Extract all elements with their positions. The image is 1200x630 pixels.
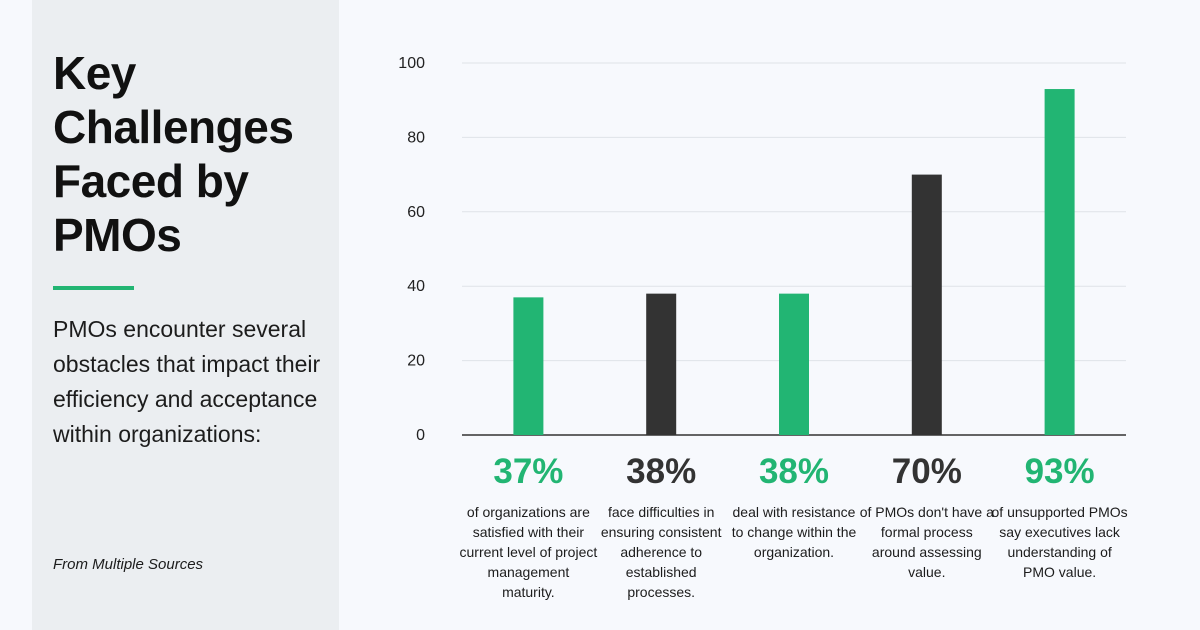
source-note: From Multiple Sources xyxy=(53,556,204,573)
stat-value: 70% xyxy=(891,452,962,491)
y-tick-label: 60 xyxy=(407,204,425,221)
left-panel: Key Challenges Faced by PMOs PMOs encoun… xyxy=(32,0,339,630)
stat-value: 38% xyxy=(626,452,697,491)
stat-caption: of PMOs don't have a formal process arou… xyxy=(859,504,994,580)
stat-value: 38% xyxy=(758,452,830,491)
stat-value: 93% xyxy=(1024,452,1095,491)
bar xyxy=(513,297,544,435)
y-tick-label: 20 xyxy=(407,353,425,370)
bar xyxy=(779,293,809,435)
y-tick-label: 40 xyxy=(407,278,425,295)
bar-chart: 0 20 40 60 80 100 xyxy=(398,55,1126,444)
stat-value: 37% xyxy=(493,452,564,491)
stat-item: 38% deal with resistance to change within… xyxy=(719,452,869,562)
stat-item: 37% of organizations are satisfied with t… xyxy=(453,452,603,602)
bar xyxy=(646,293,677,435)
bar xyxy=(911,174,942,435)
stat-item: 70% of PMOs don't have a formal process a… xyxy=(852,452,1002,582)
accent-divider xyxy=(53,286,134,290)
stat-caption: of unsupported PMOs say executives lack … xyxy=(991,504,1128,580)
bar xyxy=(1044,89,1075,435)
panel-description: PMOs encounter several obstacles that im… xyxy=(53,316,321,447)
stat-caption: face difficulties in ensuring consistent… xyxy=(600,504,722,600)
stat-item: 93% of unsupported PMOs say executives la… xyxy=(985,452,1135,582)
stat-item: 38% face difficulties in ensuring consist… xyxy=(586,452,736,602)
page-title: Key Challenges Faced by PMOs xyxy=(53,47,294,261)
y-tick-label: 0 xyxy=(416,427,425,444)
stat-caption: of organizations are satisfied with thei… xyxy=(459,504,598,600)
y-tick-label: 80 xyxy=(407,129,425,146)
y-tick-label: 100 xyxy=(398,55,425,72)
stat-caption: deal with resistance to change within th… xyxy=(731,504,857,560)
